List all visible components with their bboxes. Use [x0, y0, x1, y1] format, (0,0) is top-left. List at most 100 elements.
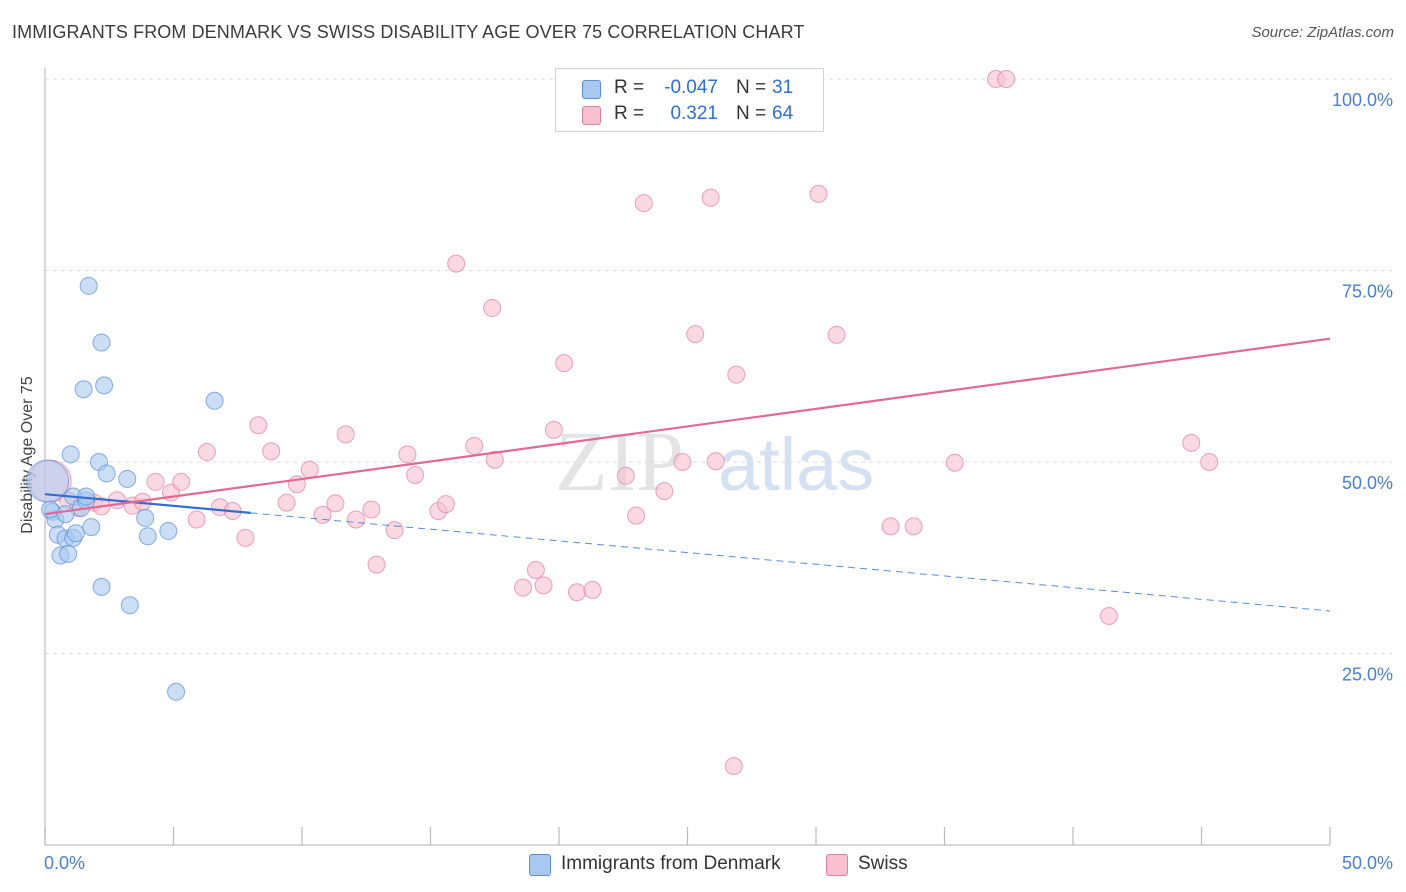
point-denmark	[79, 276, 98, 295]
x-tick-label-max: 50.0%	[1342, 853, 1393, 873]
point-swiss	[300, 460, 319, 479]
point-swiss	[627, 506, 646, 525]
point-swiss	[706, 452, 725, 471]
point-swiss	[326, 494, 345, 513]
point-denmark	[159, 521, 178, 540]
stats-n-label: N =	[736, 103, 767, 124]
stats-r-value: -0.047	[664, 77, 718, 98]
point-denmark	[82, 518, 101, 537]
legend-swatch-denmark	[529, 854, 551, 876]
stats-n-value: 31	[772, 77, 794, 98]
legend-label-denmark: Immigrants from Denmark	[561, 853, 781, 874]
point-swiss	[827, 325, 846, 344]
legend-swatch-swiss	[826, 854, 848, 876]
point-swiss	[701, 188, 720, 207]
stats-r-label: R =	[614, 103, 645, 124]
y-tick-label: 50.0%	[1342, 473, 1393, 493]
point-swiss	[277, 493, 296, 512]
stats-n-label: N =	[736, 77, 767, 98]
legend-label-swiss: Swiss	[858, 853, 908, 874]
point-denmark	[118, 469, 137, 488]
point-swiss	[514, 578, 533, 597]
stats-r-value: 0.321	[670, 103, 718, 124]
y-tick-labels: 25.0% 50.0% 75.0% 100.0%	[1332, 90, 1393, 685]
point-denmark	[59, 544, 78, 563]
point-swiss	[146, 472, 165, 491]
point-denmark	[41, 500, 60, 519]
stats-n-value: 64	[772, 103, 794, 124]
point-swiss	[436, 495, 455, 514]
point-swiss	[485, 450, 504, 469]
point-swiss	[544, 420, 563, 439]
watermark-atlas: atlas	[718, 423, 874, 506]
source-label: Source: ZipAtlas.com	[1251, 24, 1394, 41]
point-denmark	[205, 391, 224, 410]
stats-r-label: R =	[614, 77, 645, 98]
point-swiss	[172, 472, 191, 491]
point-swiss	[465, 436, 484, 455]
point-swiss	[336, 425, 355, 444]
point-swiss	[367, 555, 386, 574]
point-swiss	[997, 70, 1016, 88]
point-swiss	[526, 561, 545, 580]
point-swiss	[236, 528, 255, 547]
trend-lines	[44, 337, 1331, 612]
point-swiss	[385, 521, 404, 540]
point-swiss	[727, 365, 746, 384]
trend-line-denmark-extension	[250, 512, 1331, 612]
point-denmark	[74, 380, 93, 399]
point-swiss	[447, 254, 466, 273]
point-swiss	[362, 500, 381, 519]
point-denmark	[97, 464, 116, 483]
point-swiss	[655, 482, 674, 501]
chart-title: IMMIGRANTS FROM DENMARK VS SWISS DISABIL…	[12, 22, 805, 42]
point-denmark	[136, 508, 155, 527]
point-denmark	[66, 524, 85, 543]
point-swiss	[534, 576, 553, 595]
point-swiss	[945, 453, 964, 472]
point-swiss	[262, 442, 281, 461]
point-denmark	[138, 527, 157, 546]
y-tick-label: 25.0%	[1342, 665, 1393, 685]
point-swiss	[634, 194, 653, 213]
point-swiss	[673, 453, 692, 471]
point-swiss	[809, 184, 828, 203]
x-tick-label-min: 0.0%	[44, 853, 85, 873]
x-tick-labels: 0.0% 50.0%	[44, 853, 1393, 873]
point-swiss	[406, 466, 425, 485]
stats-box: R = -0.047 N = 31 R = 0.321 N = 64	[555, 68, 824, 132]
point-swiss	[313, 505, 332, 524]
trend-line-swiss	[44, 337, 1331, 516]
point-swiss	[555, 354, 574, 373]
point-swiss	[616, 466, 635, 485]
y-tick-label: 75.0%	[1342, 282, 1393, 302]
point-swiss	[1099, 606, 1118, 625]
point-swiss	[187, 510, 206, 529]
point-denmark	[120, 596, 139, 615]
point-swiss	[249, 416, 268, 435]
point-swiss	[583, 580, 602, 599]
point-denmark	[61, 445, 80, 464]
point-swiss	[881, 517, 900, 536]
point-swiss	[197, 443, 216, 462]
point-denmark	[56, 505, 75, 524]
point-swiss	[1182, 433, 1201, 452]
y-tick-label: 100.0%	[1332, 90, 1393, 110]
gridlines	[45, 78, 1392, 654]
point-denmark	[167, 682, 186, 701]
series-denmark	[26, 276, 224, 701]
point-denmark	[92, 333, 111, 352]
point-denmark	[92, 577, 111, 596]
point-swiss	[724, 757, 743, 776]
stats-swatch-swiss	[582, 106, 601, 125]
stats-swatch-denmark	[582, 80, 601, 99]
point-swiss	[398, 445, 417, 464]
point-swiss	[483, 299, 502, 318]
point-swiss	[567, 583, 586, 602]
point-swiss	[686, 325, 705, 344]
point-swiss	[1200, 453, 1219, 471]
point-denmark	[95, 376, 114, 395]
trend-line-denmark	[44, 493, 251, 514]
point-swiss	[904, 517, 923, 536]
